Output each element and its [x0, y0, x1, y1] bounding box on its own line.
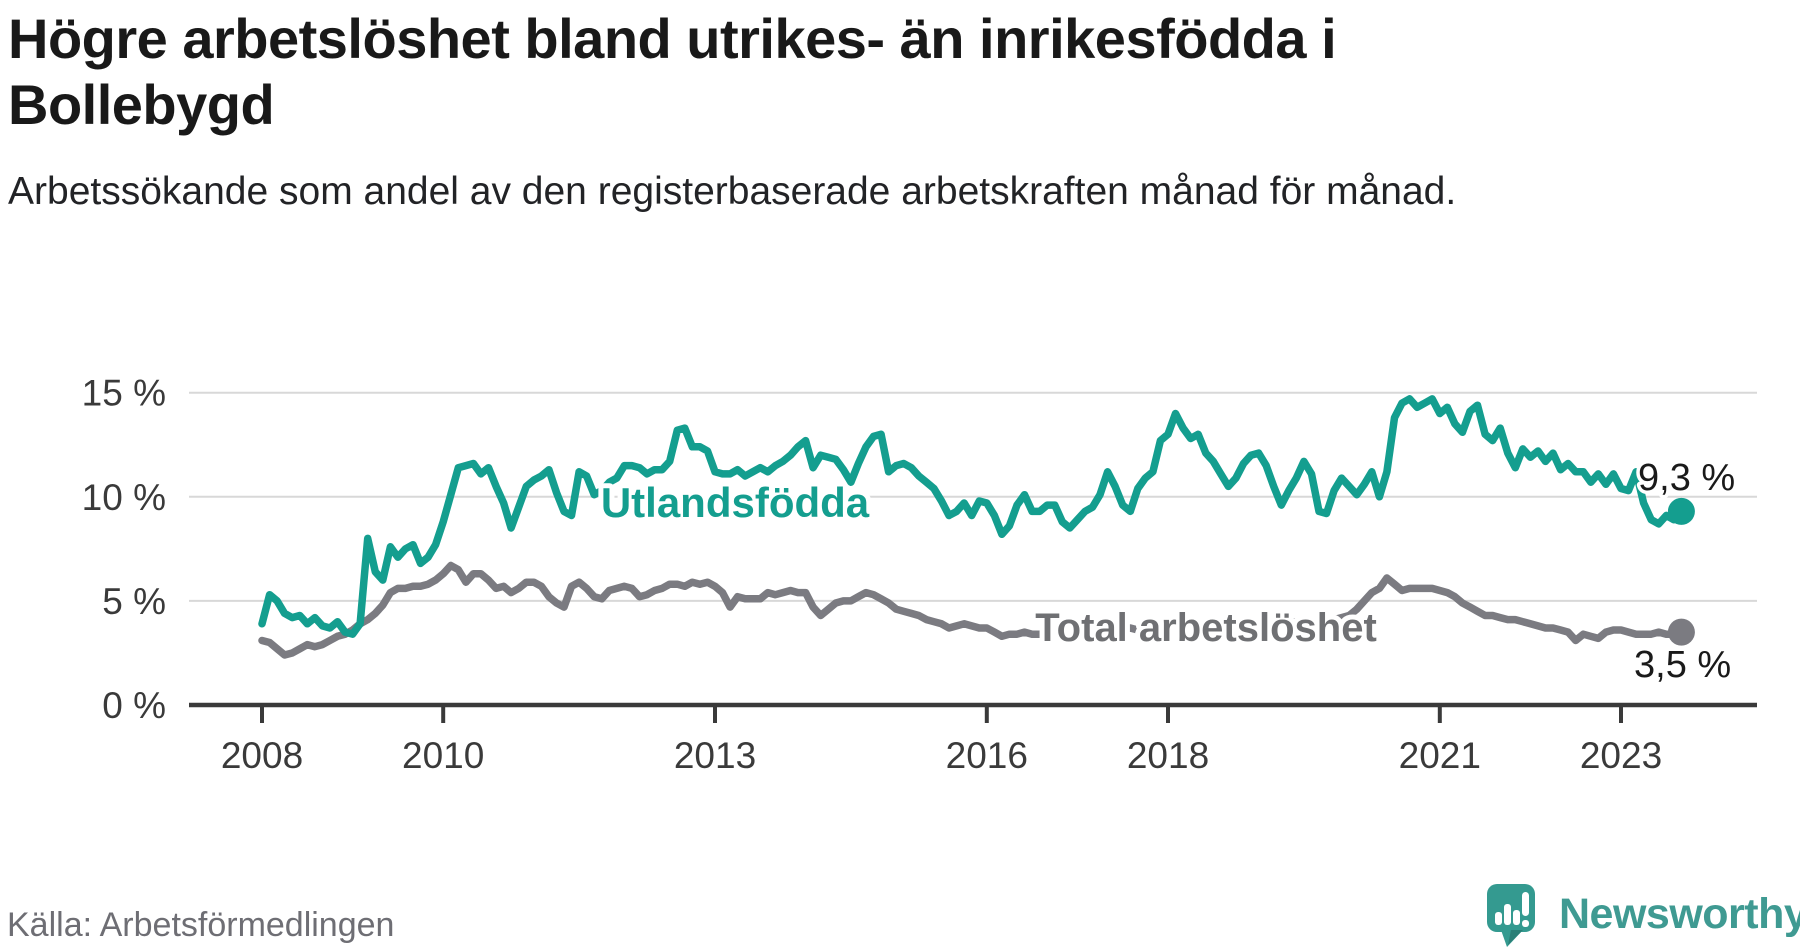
newsworthy-logo: Newsworthy — [1487, 884, 1800, 948]
chart-header: Högre arbetslöshet bland utrikes- än inr… — [8, 6, 1568, 218]
series-end-dot-total — [1667, 618, 1695, 646]
y-axis-tick-label: 10 % — [82, 477, 166, 518]
series-line-total — [258, 561, 1686, 659]
source-note: Källa: Arbetsförmedlingen — [7, 906, 395, 944]
x-axis-tick-label: 2013 — [674, 735, 756, 776]
series-line-utlandsfodda — [258, 395, 1686, 638]
x-axis-tick-label: 2016 — [946, 735, 1028, 776]
y-axis-tick-label: 5 % — [102, 581, 166, 622]
x-axis-tick-label: 2008 — [221, 735, 303, 776]
x-axis-tick-label: 2018 — [1127, 735, 1209, 776]
bar-chart-speech-bubble-icon — [1487, 884, 1535, 947]
end-value-label-total: 3,5 % — [1634, 644, 1731, 686]
end-value-label-utlandsfodda: 9,3 % — [1638, 457, 1735, 499]
x-axis-tick-label: 2021 — [1399, 735, 1481, 776]
series-label-total: Total arbetslöshet — [1035, 606, 1377, 650]
x-axis-tick-label: 2010 — [402, 735, 484, 776]
y-axis-tick-label: 0 % — [102, 685, 166, 726]
series-label-utlandsfodda: Utlandsfödda — [601, 479, 870, 526]
x-axis-tick-label: 2023 — [1580, 735, 1662, 776]
brand-name: Newsworthy — [1559, 890, 1800, 938]
chart-subtitle: Arbetssökande som andel av den registerb… — [8, 170, 1457, 214]
chart-title: Högre arbetslöshet bland utrikes- än inr… — [8, 7, 1337, 136]
y-axis-tick-label: 15 % — [82, 373, 166, 414]
series-end-dot-utlandsfodda — [1667, 497, 1695, 525]
